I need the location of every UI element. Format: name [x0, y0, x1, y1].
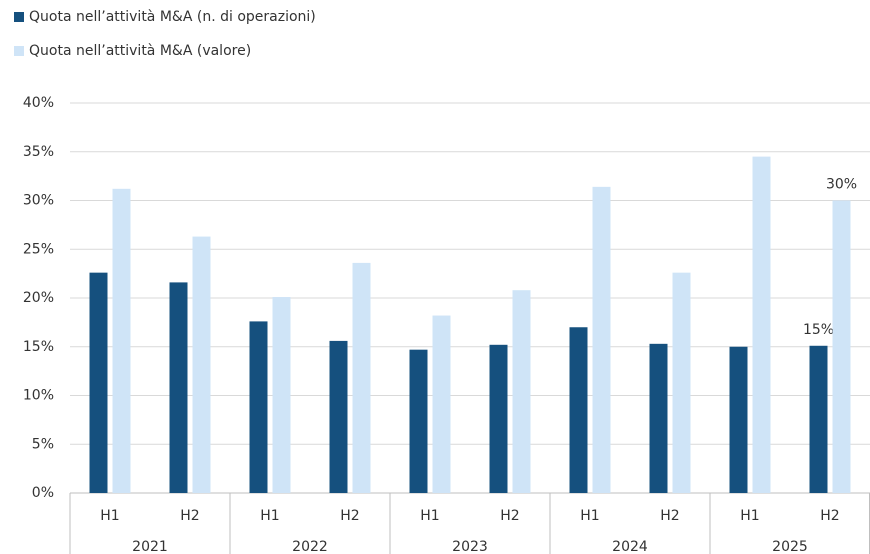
y-tick-label: 0% [32, 485, 54, 501]
x-tick-label: H2 [180, 508, 199, 524]
bar [409, 349, 428, 493]
bar [249, 321, 268, 493]
legend-label: Quota nell’attività M&A (n. di operazion… [29, 9, 316, 25]
group-label: 2023 [452, 539, 488, 554]
bar [169, 282, 188, 493]
bar [832, 200, 851, 493]
x-tick-label: H1 [260, 508, 279, 524]
group-label: 2024 [612, 539, 648, 554]
legend-swatch [14, 12, 24, 22]
bar [809, 345, 828, 493]
bar [649, 343, 668, 493]
x-tick-label: H1 [740, 508, 759, 524]
bar [192, 236, 211, 493]
y-tick-label: 25% [23, 241, 54, 257]
bar [512, 290, 531, 493]
x-tick-label: H1 [420, 508, 439, 524]
group-label: 2021 [132, 539, 168, 554]
bar [329, 340, 348, 493]
data-label: 30% [826, 177, 857, 193]
x-tick-label: H1 [580, 508, 599, 524]
group-label: 2022 [292, 539, 328, 554]
bar [352, 262, 371, 493]
bar [729, 346, 748, 493]
bar [89, 272, 108, 493]
bar [432, 315, 451, 493]
x-tick-label: H2 [820, 508, 839, 524]
y-tick-label: 5% [32, 436, 54, 452]
x-tick-label: H2 [660, 508, 679, 524]
y-tick-label: 35% [23, 144, 54, 160]
bar [672, 272, 691, 493]
bar [489, 344, 508, 493]
y-tick-label: 15% [23, 339, 54, 355]
x-tick-label: H1 [100, 508, 119, 524]
legend-label: Quota nell’attività M&A (valore) [29, 43, 251, 59]
x-tick-label: H2 [500, 508, 519, 524]
legend-swatch [14, 46, 24, 56]
y-tick-label: 30% [23, 193, 54, 209]
data-label: 15% [803, 322, 834, 338]
bar [592, 186, 611, 493]
x-tick-label: H2 [340, 508, 359, 524]
bar [272, 297, 291, 493]
bar [752, 156, 771, 493]
bar [569, 327, 588, 493]
y-tick-label: 20% [23, 290, 54, 306]
y-tick-label: 40% [23, 95, 54, 111]
bar [112, 188, 131, 494]
y-tick-label: 10% [23, 388, 54, 404]
group-label: 2025 [772, 539, 808, 554]
